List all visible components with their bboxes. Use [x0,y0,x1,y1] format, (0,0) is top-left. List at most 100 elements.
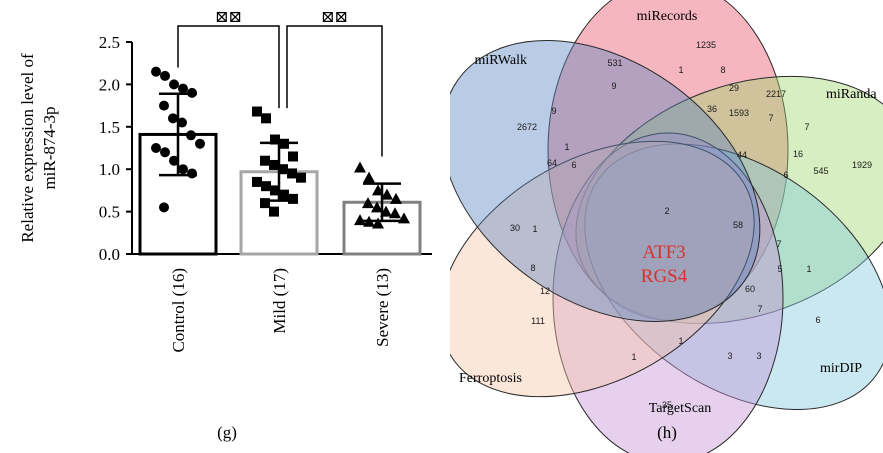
venn-count: 3 [727,351,732,361]
venn-count: 1 [678,65,683,75]
panel-label-h: (h) [657,423,677,442]
data-point-square [261,113,271,124]
data-point-square [269,159,279,170]
y-tick-label: 0.0 [99,245,120,264]
venn-count: 111 [531,316,545,326]
significance-label: ⊠⊠ [321,9,348,26]
data-point-triangle [390,192,402,204]
data-point-square [252,106,262,117]
venn-count: 36 [707,104,717,114]
data-point-triangle [354,214,366,226]
venn-count: 1 [678,336,683,346]
venn-count: 29 [729,83,739,93]
data-point-circle [168,113,178,124]
venn-count: 7 [804,122,809,132]
data-point-square [279,138,289,149]
data-point-square [278,164,288,175]
data-point-circle [169,155,179,166]
venn-count: 2217 [766,89,786,99]
data-point-square [260,198,270,209]
data-point-circle [151,143,161,153]
venn-count: 58 [733,220,743,230]
data-point-circle [177,117,187,128]
data-point-square [261,181,271,192]
data-point-triangle [398,212,410,224]
venn-set-label: miRecords [637,9,698,24]
data-point-circle [160,70,170,81]
venn-count: 12 [540,286,550,296]
data-point-circle [151,66,161,77]
venn-set-label: TargetScan [649,401,712,416]
data-point-triangle [381,188,393,200]
data-point-circle [186,130,196,141]
panel-label-g: (g) [217,423,237,442]
venn-count: 1 [806,264,811,274]
venn-count: 8 [530,263,535,273]
venn-count: 1929 [852,160,872,170]
x-tick-label: Mild (17) [270,268,289,334]
venn-count: 5 [777,264,782,274]
venn-count: 6 [571,160,576,170]
data-point-triangle [389,207,401,219]
venn-set-miranda [575,75,883,324]
data-point-square [252,176,262,187]
venn-set-labels: miRecords miRanda mirDIP TargetScan Ferropto… [459,9,877,416]
venn-count: 64 [547,158,557,168]
data-point-triangle [362,197,374,209]
venn-center-genes: ATF3 RGS4 [641,242,688,287]
data-point-square [270,134,280,145]
y-tick-label: 1.5 [99,118,120,137]
y-tick-label: 2.0 [99,75,120,94]
venn-count: 1235 [696,40,716,50]
chart-g-labels: Relative expression level of miR-874-3p Co… [18,9,392,353]
venn-set-label: Ferroptosis [459,371,522,386]
venn-set-label: miRWalk [474,53,527,68]
data-point-square [288,193,298,204]
data-point-triangle [363,215,375,227]
significance-label: ⊠⊠ [215,9,242,26]
venn-petals [450,0,883,453]
data-point-triangle [372,217,384,229]
bar-chart-g: 0.0 0.5 1.0 1.5 2.0 2.5 Relative expression l… [18,9,432,442]
data-point-circle [159,100,169,111]
venn-count: 9 [551,106,556,116]
data-point-square [269,206,279,217]
venn-count: 1 [631,352,636,362]
y-tick-label: 2.5 [99,33,120,52]
significance-bracket [286,25,383,157]
data-point-triangle [354,161,366,173]
venn-count: 7 [768,113,773,123]
venn-set-mirdip [584,143,883,411]
data-point-square [288,151,298,162]
venn-set-targetscan [552,132,784,453]
y-tick-label: 0.5 [99,203,120,222]
y-axis-label-line1: Relative expression level of [18,53,37,243]
venn-center-gene: ATF3 [642,242,685,263]
data-point-triangle [363,171,375,183]
venn-set-label: miRanda [826,87,877,102]
venn-count: 16 [793,149,803,159]
venn-count: 44 [737,150,747,160]
chart-g-points [151,66,410,229]
venn-count: 545 [813,166,828,176]
data-point-triangle [371,201,383,213]
venn-count: 1593 [729,108,749,118]
venn-set-ferroptosis [450,140,755,398]
x-tick-label: Control (16) [169,268,188,353]
venn-count: 531 [607,58,622,68]
venn-count: 8 [720,65,725,75]
venn-count: 35 [662,400,672,410]
venn-count: 3 [756,351,761,361]
venn-count: 60 [745,284,755,294]
data-point-circle [187,87,197,98]
venn-count: 7 [757,304,762,314]
venn-center-gene: RGS4 [641,266,688,287]
y-axis-label-line2: miR-874-3p [40,106,59,189]
data-point-circle [178,164,188,175]
data-point-circle [195,138,205,149]
venn-count: 30 [510,223,520,233]
venn-count: 1 [532,224,537,234]
data-point-square [296,172,306,183]
